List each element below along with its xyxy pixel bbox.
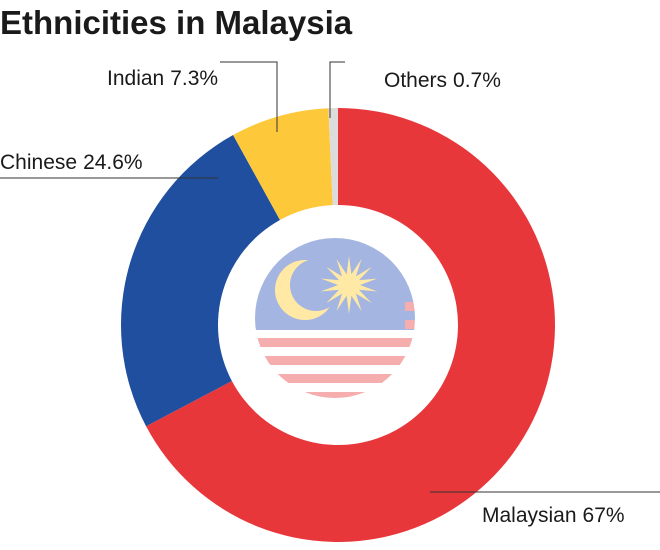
- donut-segment: [328, 108, 338, 206]
- data-label: Chinese 24.6%: [0, 151, 143, 174]
- category-name: Others: [384, 69, 447, 92]
- chart-title: Ethnicities in Malaysia: [0, 4, 353, 41]
- category-name: Indian: [107, 67, 164, 90]
- category-name: Chinese: [0, 151, 77, 174]
- flag-star: [320, 256, 378, 314]
- value-label: 24.6%: [83, 151, 143, 174]
- donut-segment: [120, 135, 280, 427]
- data-label: Malaysian 67%: [482, 504, 625, 527]
- flag-emblem: [255, 238, 415, 398]
- category-name: Malaysian: [482, 504, 577, 527]
- donut-segment: [146, 108, 555, 542]
- value-label: 67%: [583, 504, 625, 527]
- data-label: Others 0.7%: [384, 69, 501, 92]
- labels: Malaysian 67% Chinese 24.6% Indian 7.3% Others…: [0, 61, 660, 527]
- leader-line: [329, 61, 345, 118]
- value-label: 0.7%: [453, 69, 501, 92]
- leader-line: [220, 61, 278, 132]
- value-label: 7.3%: [170, 67, 218, 90]
- data-label: Indian 7.3%: [107, 67, 218, 90]
- donut-segment: [233, 108, 333, 220]
- donut: [120, 108, 555, 542]
